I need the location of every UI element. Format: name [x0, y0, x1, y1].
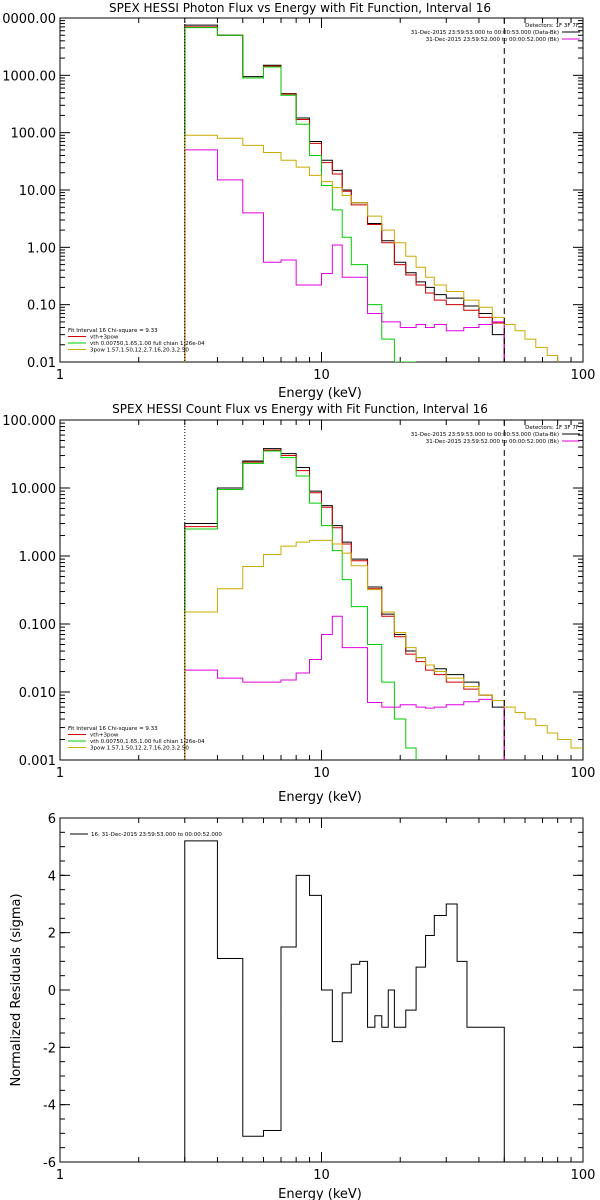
legend-header: Fit Interval 16 Chi-square = 9.33	[68, 328, 158, 334]
y-ticks	[60, 817, 583, 1163]
y-tick-label: 10.000	[11, 482, 57, 497]
series-group	[184, 24, 559, 362]
y-ticks	[60, 17, 583, 363]
y-tick-label: 6	[48, 812, 56, 827]
x-axis-label: Energy (keV)	[278, 1187, 362, 1200]
y-axis-label: Normalized Residuals (sigma)	[9, 893, 24, 1086]
series-line-5	[184, 134, 559, 362]
y-tick-label: 0.001	[19, 754, 56, 769]
x-tick-label: 1	[56, 766, 64, 781]
series-line-3	[184, 27, 417, 362]
legend-item-label: 31-Dec-2015 23:59:53.000 to 00:00:53.000…	[411, 432, 559, 438]
x-tick-label: 100	[571, 1168, 596, 1183]
x-ticks	[138, 18, 572, 362]
y-tick-label: 1.00	[27, 241, 56, 256]
y-tick-label: 0.01	[27, 356, 56, 371]
legend-bottom-left: Fit Interval 16 Chi-square = 9.33vth+3po…	[68, 328, 205, 354]
legend-bottom-left: Fit Interval 16 Chi-square = 9.33vth+3po…	[68, 726, 205, 752]
x-tick-label: 10	[313, 766, 330, 781]
series-group	[184, 840, 505, 1162]
series-line-4	[184, 615, 505, 760]
x-tick-label: 1	[56, 368, 64, 383]
y-tick-label: 0	[48, 984, 56, 999]
series-line-1	[184, 448, 505, 760]
chart-panel-2: SPEX HESSI Count Flux vs Energy with Fit…	[2, 402, 595, 805]
x-tick-label: 1	[56, 1168, 64, 1183]
legend-header: Fit Interval 16 Chi-square = 9.33	[68, 726, 158, 732]
y-tick-label: 2	[48, 927, 56, 942]
legend-item-label: vth+3pow	[90, 335, 119, 341]
y-tick-label: 4	[48, 869, 56, 884]
x-axis-label: Energy (keV)	[278, 790, 362, 805]
y-tick-label: 0.010	[19, 686, 56, 701]
series-group	[184, 448, 583, 760]
chart-panel-3: Energy (keV) Normalized Residuals (sigma)…	[9, 812, 595, 1200]
legend-item-label: vth 0.00750,1.65,1.00 full chian 1.26e-0…	[90, 341, 205, 347]
legend-item-label: 3pow 1.57,1.50,12.2,7.16,20.3,2.50	[90, 746, 189, 752]
y-tick-label: 100.00	[11, 127, 57, 142]
y-tick-label: 1000.00	[2, 69, 56, 84]
series-line-2	[184, 26, 505, 362]
x-tick-label: 100	[571, 368, 596, 383]
y-tick-label: 0000.00	[2, 12, 56, 27]
x-ticks	[138, 818, 572, 1162]
legend-item-label: 31-Dec-2015 23:59:52.000 to 00:00:52.000…	[426, 37, 559, 43]
y-tick-label: 0.100	[19, 618, 56, 633]
legend-item-label: vth+3pow	[90, 733, 119, 739]
chart-panel-1: SPEX HESSI Photon Flux vs Energy with Fi…	[2, 1, 595, 401]
x-ticks	[138, 420, 572, 760]
legend-item-label: vth 0.00750,1.65,1.00 full chian 1.26e-0…	[90, 739, 205, 745]
y-tick-label: 10.00	[19, 184, 56, 199]
chart-title: SPEX HESSI Photon Flux vs Energy with Fi…	[109, 1, 491, 15]
x-axis-label: Energy (keV)	[278, 386, 362, 401]
legend-item-label: 31-Dec-2015 23:59:53.000 to 00:00:53.000…	[411, 30, 559, 36]
series-line-4	[184, 149, 505, 362]
y-tick-label: -6	[43, 1156, 56, 1171]
legend-header: Detectors: 1F 3F 7F	[525, 23, 579, 29]
series-line-3	[184, 450, 417, 760]
legend-top-left: 16: 31-Dec-2015 23:59:53.000 to 00:00:52…	[70, 832, 222, 838]
y-ticks	[60, 419, 583, 761]
y-tick-label: -2	[43, 1041, 56, 1056]
series-line-5	[184, 539, 583, 760]
x-tick-label: 10	[313, 368, 330, 383]
y-tick-label: 0.10	[27, 299, 56, 314]
y-tick-label: -4	[43, 1099, 56, 1114]
y-tick-label: 1.000	[19, 550, 56, 565]
series-line-1	[184, 24, 505, 362]
chart-title: SPEX HESSI Count Flux vs Energy with Fit…	[112, 402, 488, 416]
series-line-1	[184, 840, 505, 1162]
legend-header: Detectors: 1F 3F 7F	[525, 425, 579, 431]
x-tick-label: 100	[571, 766, 596, 781]
legend-item-label: 31-Dec-2015 23:59:52.000 to 00:00:52.000…	[426, 439, 559, 445]
y-tick-label: 100.000	[2, 414, 56, 429]
series-line-2	[184, 449, 505, 760]
legend-item-label: 3pow 1.57,1.50,12.2,7.16,20.3,2.50	[90, 348, 189, 354]
legend-item-label: 16: 31-Dec-2015 23:59:53.000 to 00:00:52…	[91, 832, 222, 838]
x-tick-label: 10	[313, 1168, 330, 1183]
